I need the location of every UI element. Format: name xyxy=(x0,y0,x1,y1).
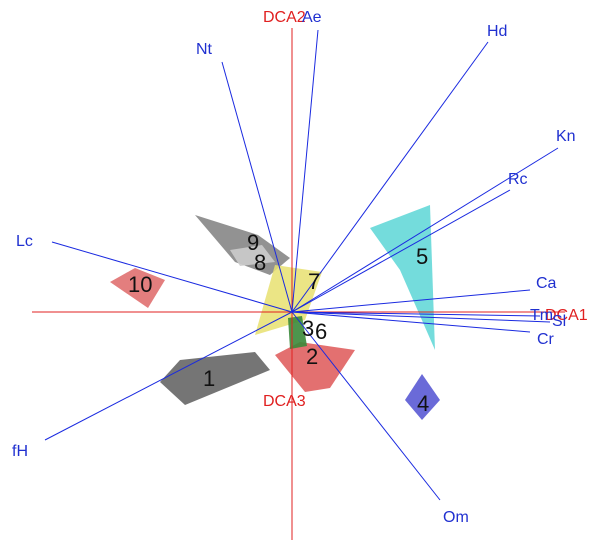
vector xyxy=(291,311,541,317)
group-label: 6 xyxy=(315,319,327,344)
group-shape xyxy=(275,342,355,392)
group-shape xyxy=(405,374,440,420)
vector xyxy=(221,61,293,313)
axis-label: DCA3 xyxy=(263,393,306,410)
vector-label: Sl xyxy=(552,313,566,330)
vector xyxy=(291,289,531,313)
vector-label: Ca xyxy=(536,275,557,292)
group-label: 8 xyxy=(254,250,266,275)
vector xyxy=(291,41,489,313)
group-label: 3 xyxy=(302,316,314,341)
group-label: 9 xyxy=(247,230,259,255)
vector xyxy=(291,311,441,501)
vector-label: Hd xyxy=(487,23,507,40)
vector xyxy=(51,241,293,313)
group-label: 5 xyxy=(416,244,428,269)
group-shape xyxy=(160,352,270,405)
axis-label: DCA1 xyxy=(545,307,588,324)
vector-label: Om xyxy=(443,509,469,526)
vector xyxy=(291,311,531,333)
vector-label: Cr xyxy=(537,331,555,348)
vector xyxy=(291,29,319,313)
vector xyxy=(291,311,551,323)
group-label: 1 xyxy=(203,366,215,391)
vector-label: Ae xyxy=(302,9,322,26)
vector xyxy=(44,311,293,441)
axis-label: DCA2 xyxy=(263,9,306,26)
vector-label: fH xyxy=(12,443,28,460)
vector xyxy=(291,147,559,313)
vector-label: Rc xyxy=(508,171,528,188)
group-label: 4 xyxy=(417,391,429,416)
vectors xyxy=(44,29,559,501)
group-label: 7 xyxy=(308,269,320,294)
vector xyxy=(291,189,511,313)
group-shape xyxy=(370,205,435,350)
group-label: 2 xyxy=(306,344,318,369)
vector-label: Nt xyxy=(196,41,213,58)
vector-label: Tm xyxy=(530,307,553,324)
group-shape xyxy=(230,245,275,266)
vector-label: Lc xyxy=(16,233,33,250)
group-label: 10 xyxy=(128,272,152,297)
group-shape xyxy=(110,268,165,308)
vector-label: Kn xyxy=(556,128,576,145)
